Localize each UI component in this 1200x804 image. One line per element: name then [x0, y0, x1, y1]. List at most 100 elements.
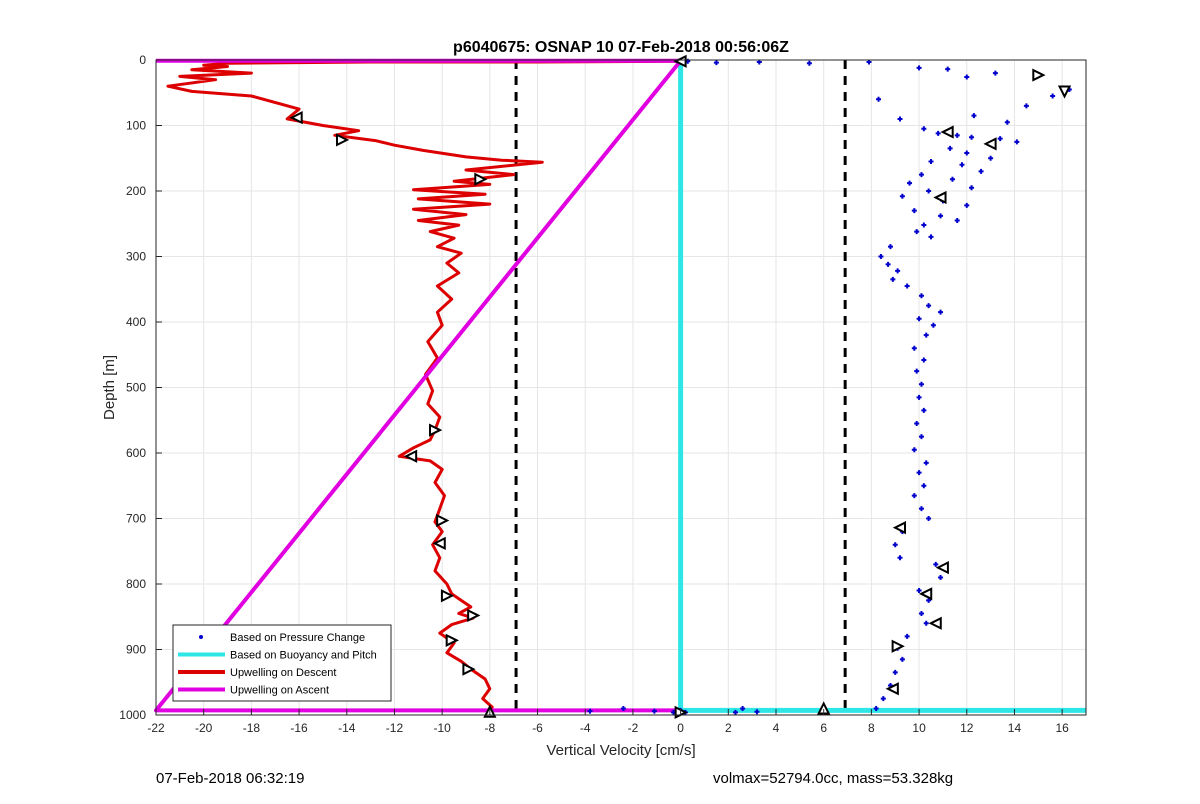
data-point [876, 96, 882, 102]
triangle-marker [462, 662, 476, 676]
legend-label: Upwelling on Descent [230, 667, 336, 679]
data-point [1050, 93, 1056, 99]
data-point [926, 516, 932, 521]
data-point [914, 229, 920, 235]
triangle-marker [445, 633, 459, 647]
data-point [921, 483, 927, 489]
data-point [978, 168, 984, 174]
data-point [926, 303, 932, 309]
triangle-marker [940, 125, 954, 139]
data-point [918, 610, 924, 616]
y-tick-label: 800 [126, 577, 146, 591]
data-point [873, 705, 879, 711]
triangle-markers [289, 54, 1072, 719]
data-point [921, 357, 927, 363]
data-point [921, 222, 927, 228]
data-point [918, 293, 924, 299]
data-point [938, 213, 944, 219]
y-tick-label: 700 [126, 512, 146, 526]
data-point [897, 555, 903, 561]
data-point [806, 60, 812, 66]
data-point [740, 705, 746, 711]
data-point [921, 126, 927, 132]
x-tick-label: 14 [1008, 721, 1022, 735]
data-point [923, 460, 929, 466]
data-point [933, 561, 939, 567]
chart-title: p6040675: OSNAP 10 07-Feb-2018 00:56:06Z [453, 39, 789, 56]
x-tick-label: 12 [960, 721, 974, 735]
data-point [969, 134, 975, 140]
data-point [971, 113, 977, 119]
data-point [899, 193, 905, 199]
triangle-marker [289, 111, 303, 125]
data-point [1014, 139, 1020, 145]
y-tick-label: 0 [139, 53, 146, 67]
triangle-marker [928, 616, 942, 630]
data-point [935, 130, 941, 136]
data-point [887, 244, 893, 250]
data-point [1023, 103, 1029, 109]
triangle-marker [1057, 85, 1072, 99]
data-point [916, 470, 922, 476]
series-line [166, 59, 681, 714]
triangle-marker [885, 682, 899, 696]
x-tick-label: -18 [243, 721, 261, 735]
legend-label: Based on Buoyancy and Pitch [230, 650, 377, 662]
reference-lines [514, 60, 847, 715]
data-point [904, 283, 910, 289]
data-point [921, 407, 927, 413]
data-point [880, 696, 886, 702]
y-tick-label: 1000 [119, 708, 146, 722]
data-point [959, 162, 965, 168]
data-point [918, 381, 924, 387]
x-tick-label: -6 [532, 721, 543, 735]
legend-label: Based on Pressure Change [230, 632, 365, 644]
triangle-marker [918, 587, 933, 601]
grid-lines [155, 59, 1086, 716]
data-point [620, 705, 626, 711]
x-tick-label: -20 [195, 721, 213, 735]
data-point [897, 116, 903, 122]
x-tick-label: -14 [338, 721, 356, 735]
data-series [154, 58, 1086, 715]
data-point [587, 708, 593, 714]
triangle-marker [336, 133, 350, 147]
x-tick-label: -10 [433, 721, 451, 735]
y-tick-label: 600 [126, 446, 146, 460]
footer-summary: volmax=52794.0cc, mass=53.328kg [713, 770, 954, 787]
data-point [992, 70, 998, 76]
data-point [732, 709, 738, 715]
data-point [899, 656, 905, 662]
data-point [911, 447, 917, 453]
triangle-marker [467, 608, 481, 623]
data-point [954, 132, 960, 138]
data-point [947, 145, 953, 151]
data-point [928, 234, 934, 240]
data-point [988, 155, 994, 161]
y-tick-label: 300 [126, 250, 146, 264]
x-tick-label: 0 [677, 721, 684, 735]
data-point [1004, 119, 1010, 125]
footer-timestamp: 07-Feb-2018 06:32:19 [156, 770, 305, 787]
data-point [964, 150, 970, 156]
triangle-marker [429, 423, 443, 437]
data-point [926, 188, 932, 194]
triangle-marker [673, 54, 687, 68]
data-point [954, 217, 960, 223]
legend: Based on Pressure Change Based on Buoyanc… [172, 624, 392, 702]
data-point [916, 588, 922, 594]
data-point [945, 66, 951, 72]
data-point [911, 493, 917, 499]
x-tick-label: 8 [868, 721, 875, 735]
data-point [890, 276, 896, 282]
x-axis-label: Vertical Velocity [cm/s] [546, 742, 695, 759]
y-tick-label: 900 [126, 643, 146, 657]
data-point [878, 254, 884, 259]
triangle-marker [436, 513, 450, 528]
data-point [713, 60, 719, 66]
x-tick-label: -12 [386, 721, 404, 735]
x-tick-label: 10 [912, 721, 926, 735]
data-point [969, 185, 975, 191]
data-point [651, 708, 657, 714]
